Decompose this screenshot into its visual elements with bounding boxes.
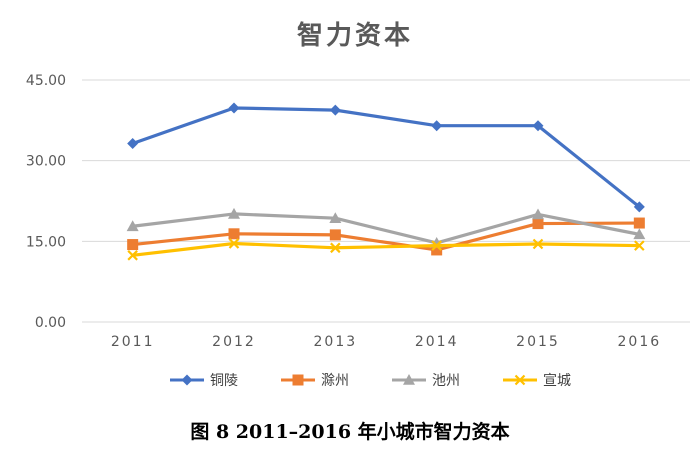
data-point — [532, 238, 544, 250]
y-tick-label: 0.00 — [35, 315, 66, 331]
series-line — [132, 212, 640, 245]
legend-label: 铜陵 — [210, 373, 238, 389]
x-tick-label: 2012 — [212, 334, 256, 350]
y-tick-label: 45.00 — [26, 73, 66, 89]
legend-marker — [181, 374, 193, 386]
x-tick-label: 2011 — [111, 334, 155, 350]
data-point — [228, 228, 240, 240]
x-tick-label: 2013 — [314, 334, 358, 350]
data-point — [329, 212, 342, 224]
grid-layer — [82, 79, 690, 323]
legend-marker — [292, 374, 304, 386]
series-line — [132, 106, 641, 209]
legend-item: 池州 — [392, 373, 460, 389]
data-point — [330, 242, 341, 254]
legend-item: 滁州 — [281, 373, 349, 389]
legend-item: 铜陵 — [170, 373, 238, 389]
data-point — [532, 208, 544, 220]
chart-title: 智力资本 — [297, 21, 413, 51]
data-point — [431, 244, 443, 256]
data-point — [228, 102, 240, 114]
data-point — [532, 218, 544, 230]
data-point — [127, 239, 139, 251]
data-point — [634, 240, 645, 251]
y-axis: 0.00 15.00 30.00 45.00 — [26, 73, 66, 331]
data-point — [633, 217, 645, 229]
y-tick-label: 15.00 — [26, 234, 66, 250]
legend-item: 宣城 — [503, 373, 571, 389]
data-point — [228, 238, 240, 249]
series-0 — [127, 102, 645, 213]
x-tick-label: 2016 — [618, 334, 662, 350]
data-point — [329, 229, 341, 241]
series-1 — [127, 217, 645, 256]
series-layer — [126, 102, 646, 261]
data-point — [228, 207, 240, 219]
figure-caption: 图 8 2011–2016 年小城市智力资本 — [190, 420, 509, 443]
series-line — [132, 241, 640, 257]
series-3 — [127, 238, 645, 261]
data-point — [633, 228, 646, 240]
data-point — [431, 120, 443, 132]
data-point — [127, 250, 138, 261]
y-tick-label: 30.00 — [26, 154, 66, 170]
data-point — [329, 104, 341, 116]
x-axis: 2011 2012 2013 2014 2015 2016 — [111, 334, 662, 350]
legend-label: 滁州 — [321, 373, 349, 389]
data-point — [431, 240, 442, 251]
data-point — [126, 220, 139, 232]
legend: 铜陵 滁州 池州 宣城 — [170, 373, 571, 389]
series-line — [132, 221, 640, 252]
data-point — [127, 137, 139, 149]
legend-marker — [403, 374, 415, 385]
data-point — [633, 201, 645, 213]
x-tick-label: 2014 — [415, 334, 459, 350]
data-point — [532, 120, 544, 132]
legend-label: 宣城 — [543, 373, 571, 389]
legend-label: 池州 — [432, 373, 460, 389]
legend-marker — [514, 374, 526, 386]
x-tick-label: 2015 — [516, 334, 560, 350]
